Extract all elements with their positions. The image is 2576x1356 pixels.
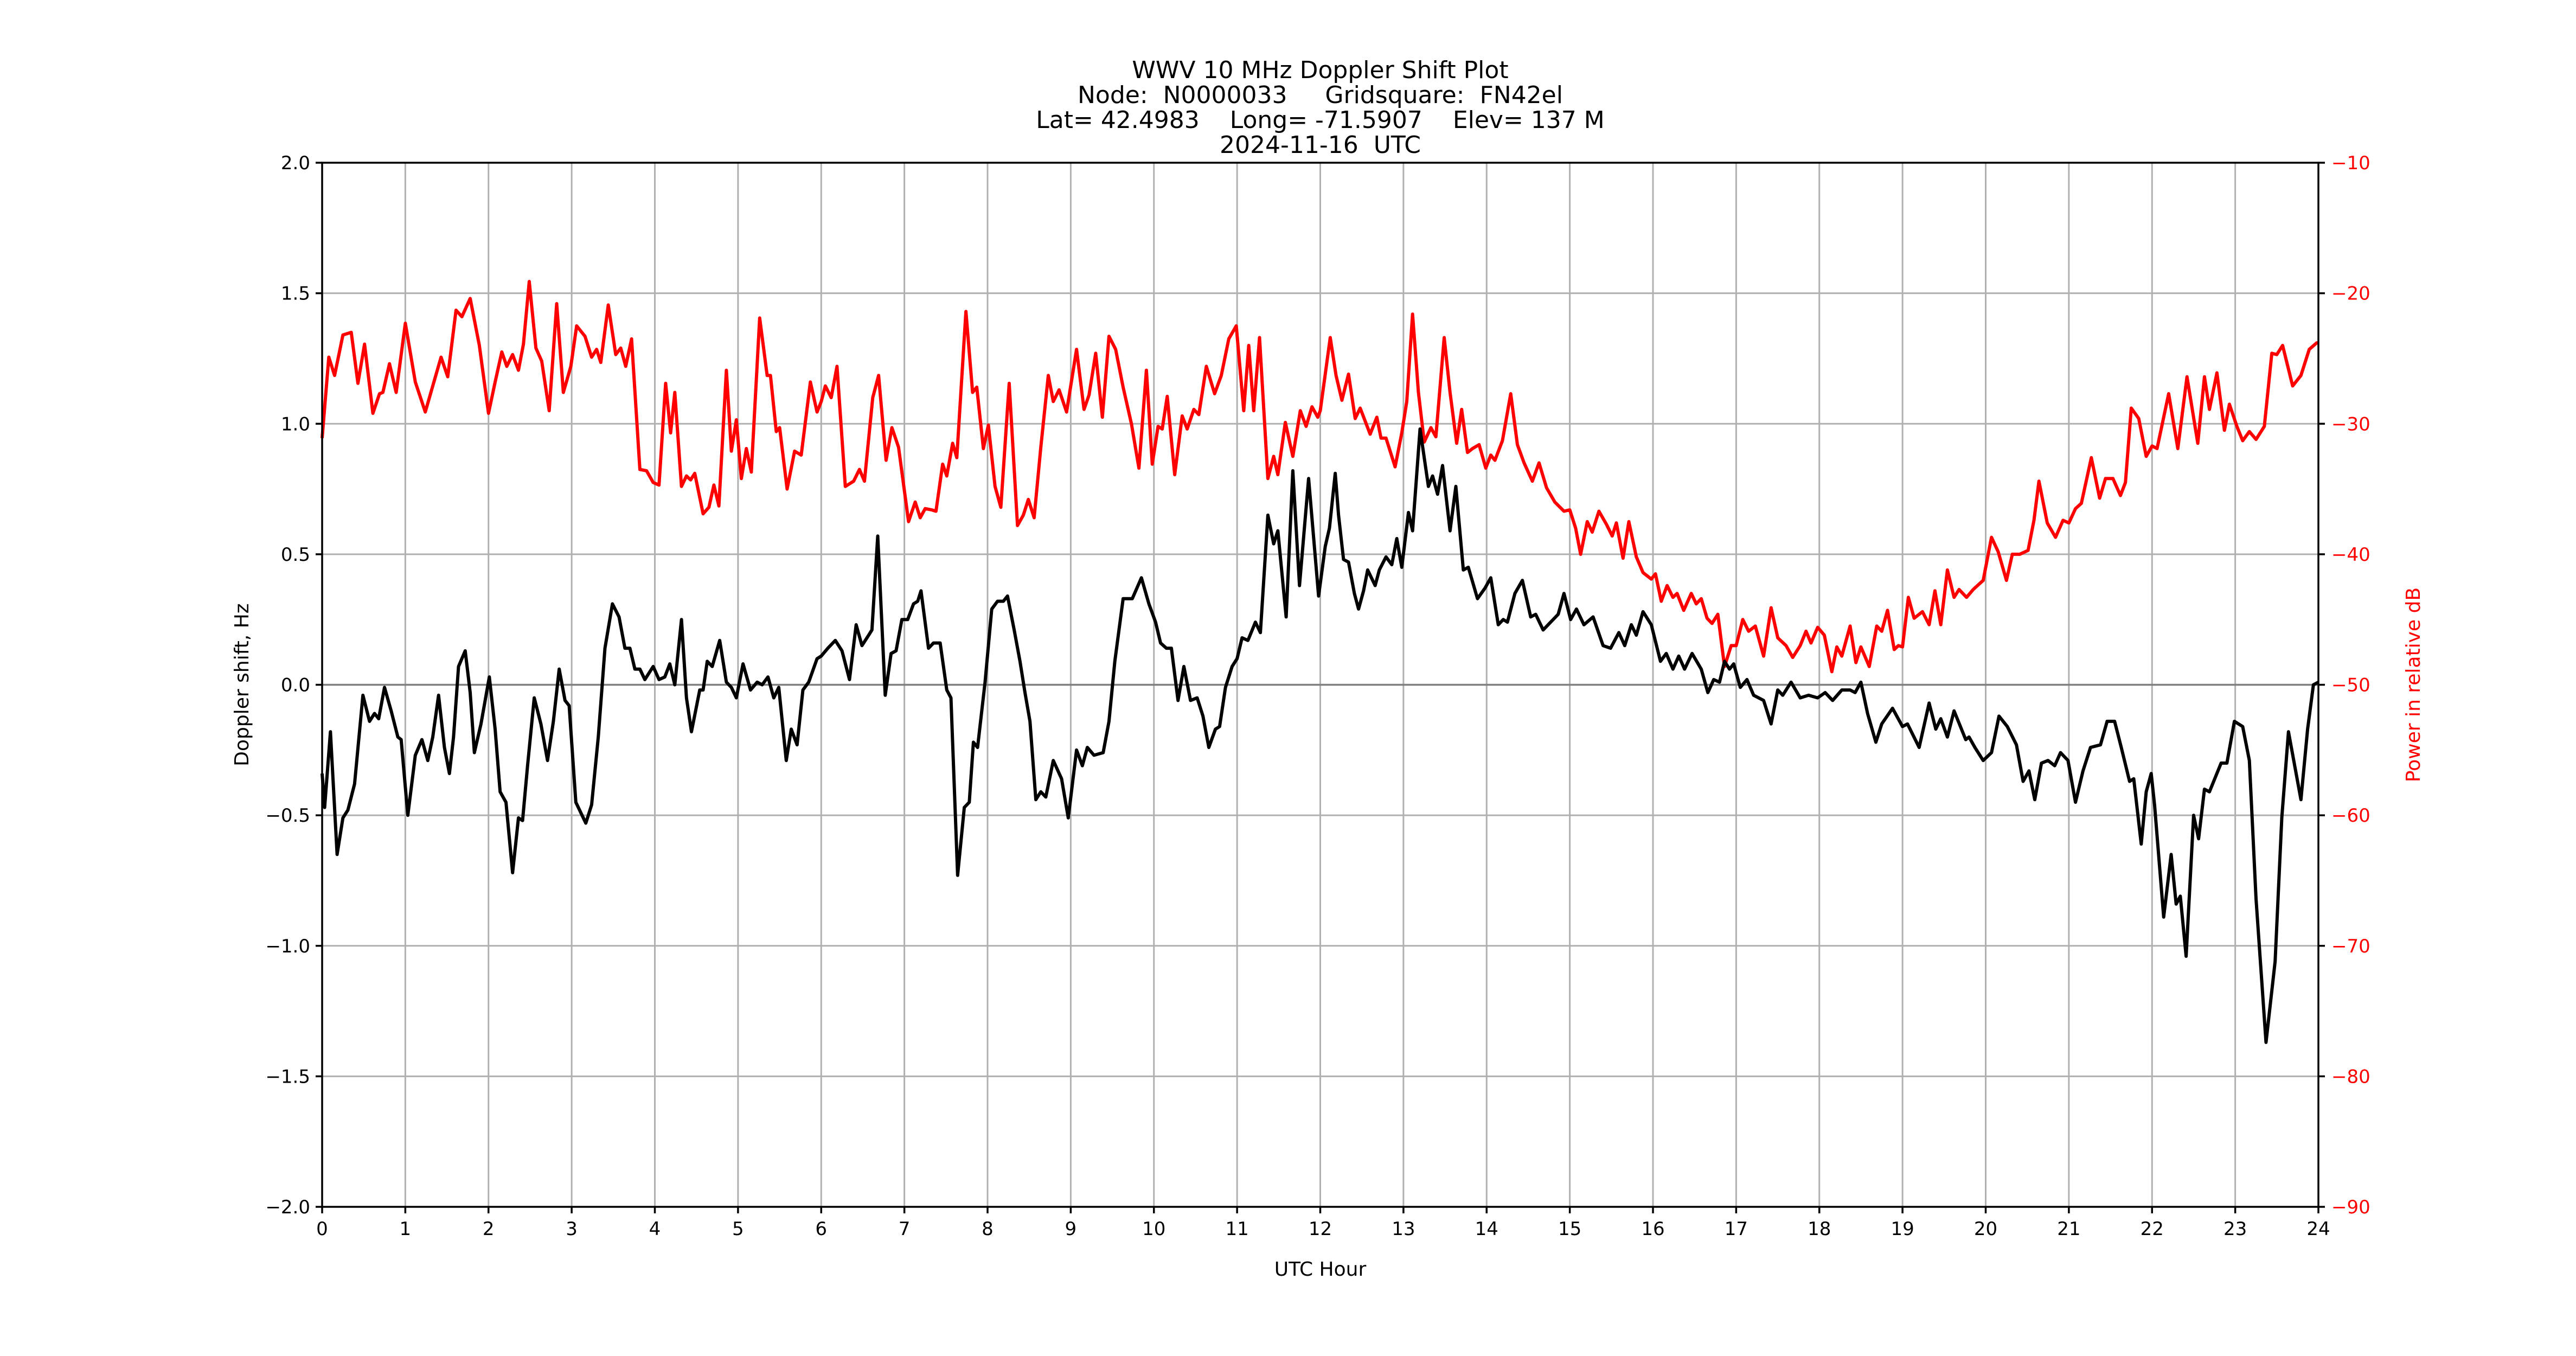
right-y-axis-ticks: −90 −80 −70 −60 −50 −40 −30 −20 −10 <box>2318 152 2370 1218</box>
right-y-tick-label: −30 <box>2331 413 2370 435</box>
left-y-axis-label: Doppler shift, Hz <box>231 603 253 766</box>
x-axis-label: UTC Hour <box>1274 1258 1367 1281</box>
x-tick-label: 15 <box>1558 1218 1581 1240</box>
x-tick-label: 5 <box>732 1218 744 1240</box>
x-tick-label: 19 <box>1891 1218 1914 1240</box>
right-y-axis-label: Power in relative dB <box>2402 587 2425 782</box>
x-tick-label: 0 <box>316 1218 328 1240</box>
right-y-tick-label: −20 <box>2331 283 2370 305</box>
left-y-tick-label: −0.5 <box>265 805 310 827</box>
x-tick-label: 3 <box>566 1218 578 1240</box>
x-tick-label: 6 <box>815 1218 827 1240</box>
x-tick-label: 2 <box>483 1218 495 1240</box>
left-y-tick-label: 1.5 <box>281 283 310 305</box>
x-tick-label: 20 <box>1974 1218 1997 1240</box>
chart-title-line: 2024-11-16 UTC <box>1220 131 1421 159</box>
x-tick-label: 12 <box>1309 1218 1332 1240</box>
x-tick-label: 18 <box>1808 1218 1831 1240</box>
left-y-tick-label: 0.0 <box>281 675 310 696</box>
right-y-tick-label: −90 <box>2331 1197 2370 1218</box>
x-tick-label: 16 <box>1641 1218 1664 1240</box>
left-y-tick-label: −1.5 <box>265 1066 310 1088</box>
x-tick-label: 21 <box>2057 1218 2080 1240</box>
left-y-tick-label: 0.5 <box>281 544 310 566</box>
x-tick-label: 24 <box>2306 1218 2330 1240</box>
right-y-tick-label: −70 <box>2331 936 2370 957</box>
x-tick-label: 8 <box>982 1218 994 1240</box>
right-y-tick-label: −60 <box>2331 805 2370 827</box>
x-tick-label: 9 <box>1065 1218 1077 1240</box>
right-y-tick-label: −10 <box>2331 152 2370 174</box>
x-tick-label: 1 <box>400 1218 412 1240</box>
chart-title-line: WWV 10 MHz Doppler Shift Plot <box>1132 56 1508 84</box>
x-tick-label: 13 <box>1392 1218 1415 1240</box>
x-tick-label: 7 <box>899 1218 911 1240</box>
left-y-axis-ticks: −2.0 −1.5 −1.0 −0.5 0.0 0.5 1.0 1.5 2.0 <box>265 152 322 1218</box>
left-y-tick-label: 2.0 <box>281 152 310 174</box>
x-tick-label: 22 <box>2141 1218 2164 1240</box>
x-tick-label: 10 <box>1142 1218 1165 1240</box>
power-series-line <box>321 280 2318 674</box>
right-y-tick-label: −50 <box>2331 675 2370 696</box>
doppler-series-line <box>321 427 2319 1044</box>
x-tick-label: 14 <box>1475 1218 1498 1240</box>
series-lines <box>321 280 2319 1044</box>
x-tick-label: 17 <box>1725 1218 1748 1240</box>
right-y-tick-label: −80 <box>2331 1066 2370 1088</box>
x-tick-label: 4 <box>649 1218 661 1240</box>
left-y-tick-label: 1.0 <box>281 413 310 435</box>
x-tick-label: 11 <box>1225 1218 1248 1240</box>
chart-title-line: Node: N0000033 Gridsquare: FN42el <box>1078 81 1563 109</box>
right-y-tick-label: −40 <box>2331 544 2370 566</box>
chart-title-line: Lat= 42.4983 Long= -71.5907 Elev= 137 M <box>1036 106 1605 134</box>
x-axis-ticks: 0 1 2 3 4 5 6 7 8 9 10 11 12 13 14 15 16 17 18 19 20 21 22 23 24 <box>316 1207 2330 1240</box>
left-y-tick-label: −2.0 <box>265 1197 310 1218</box>
left-y-tick-label: −1.0 <box>265 936 310 957</box>
x-tick-label: 23 <box>2223 1218 2247 1240</box>
